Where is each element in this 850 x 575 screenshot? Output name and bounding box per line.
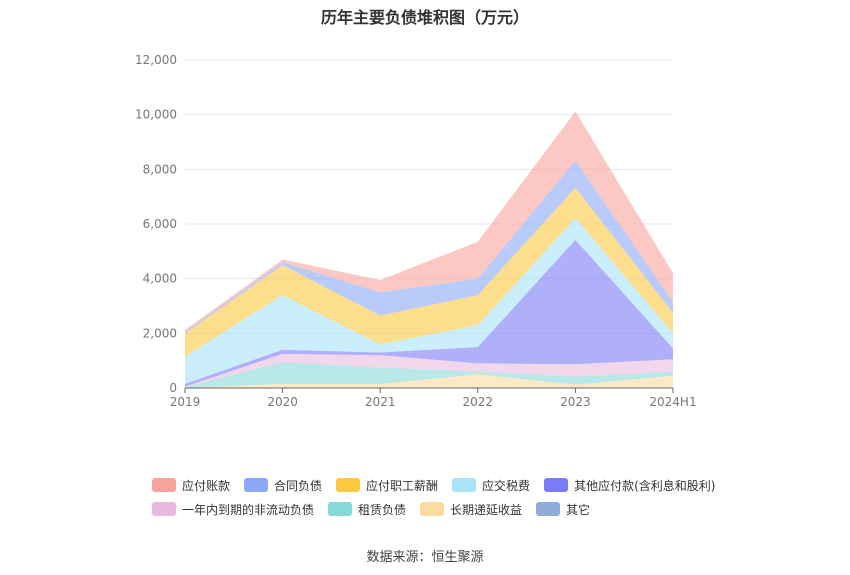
legend-swatch [420,502,445,516]
area-series[interactable] [185,374,673,388]
area-series[interactable] [185,187,673,357]
legend-swatch [152,478,176,492]
legend-item[interactable]: 其它 [536,501,590,518]
y-tick-label: 10,000 [135,108,177,122]
x-tick-label: 2023 [560,395,591,409]
legend-item[interactable]: 应付账款 [152,477,230,494]
area-series[interactable] [185,353,673,388]
legend-label: 其它 [566,502,591,517]
area-series[interactable] [185,111,673,333]
legend-swatch [244,478,269,492]
legend-swatch [536,502,561,516]
legend-label: 应付账款 [182,478,231,493]
legend-label: 其他应付款(含利息和股利) [574,478,716,493]
x-tick-label: 2020 [267,395,298,409]
y-tick-label: 0 [169,381,177,395]
legend-item[interactable]: 应交税费 [452,477,530,494]
legend-item[interactable]: 合同负债 [244,477,322,494]
x-tick-label: 2019 [170,395,201,409]
legend-item[interactable]: 其他应付款(含利息和股利) [544,477,715,494]
area-series[interactable] [185,160,673,334]
chart-title: 历年主要负债堆积图（万元） [320,8,529,27]
legend-row: 一年内到期的非流动负债 租赁负债 长期递延收益 其它 [152,497,752,521]
legend-label: 一年内到期的非流动负债 [182,502,315,517]
chart-legend: 应付账款 合同负债 应付职工薪酬 应交税费 其他应付款(含利息和股利) 一年内到期的非流动… [152,473,752,521]
area-series[interactable] [185,217,673,384]
legend-label: 应付职工薪酬 [366,478,439,493]
y-tick-label: 6,000 [143,217,177,231]
legend-swatch [452,478,477,492]
legend-item[interactable]: 一年内到期的非流动负债 [152,501,314,518]
legend-row: 应付账款 合同负债 应付职工薪酬 应交税费 其他应付款(含利息和股利) [152,473,752,497]
chart-plot: 0 2,000 4,000 6,000 8,000 10,000 12,000 2019 202… [135,53,697,409]
legend-label: 合同负债 [274,478,323,493]
x-tick-label: 2024H1 [649,395,696,409]
area-series[interactable] [185,239,673,387]
x-tick-label: 2022 [463,395,494,409]
legend-label: 租赁负债 [358,502,407,517]
legend-label: 长期递延收益 [450,502,523,517]
y-tick-label: 4,000 [143,272,177,286]
y-tick-label: 8,000 [143,162,177,176]
y-tick-label: 12,000 [135,53,177,67]
area-series[interactable] [185,362,673,388]
legend-swatch [336,478,361,492]
y-tick-label: 2,000 [143,326,177,340]
legend-swatch [544,478,569,492]
legend-item[interactable]: 长期递延收益 [420,501,522,518]
legend-item[interactable]: 租赁负债 [328,501,406,518]
legend-label: 应交税费 [482,478,531,493]
legend-swatch [328,502,353,516]
legend-swatch [152,502,176,516]
data-source: 数据来源：恒生聚源 [366,550,484,565]
x-tick-label: 2021 [365,395,396,409]
legend-item[interactable]: 应付职工薪酬 [336,477,438,494]
